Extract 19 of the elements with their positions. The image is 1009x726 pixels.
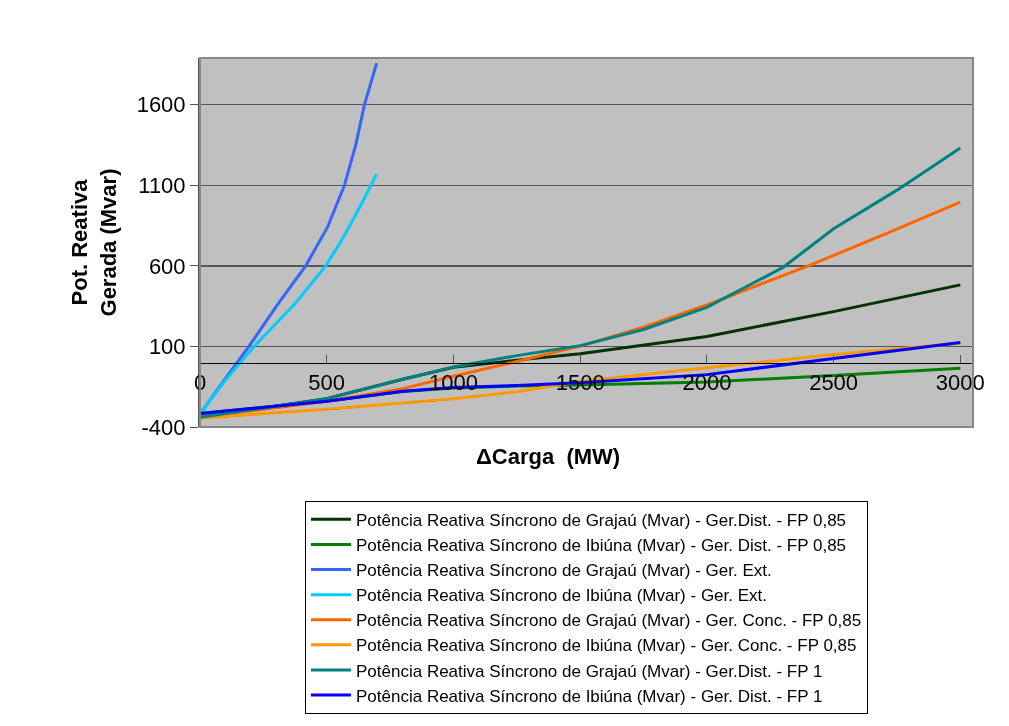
y-tick-label: 100 xyxy=(148,334,186,360)
legend-label: Potência Reativa Síncrono de Ibiúna (Mvar) - Ger. Ext. xyxy=(356,586,768,606)
x-tick-label: 500 xyxy=(308,369,346,395)
y-tick-label: 600 xyxy=(148,253,186,279)
legend-label: Potência Reativa Síncrono de Grajaú (Mvar) - Ger. Conc. - FP 0,85 xyxy=(356,611,862,631)
x-tick-label: 3000 xyxy=(935,369,985,395)
y-tick-label: -400 xyxy=(141,414,186,440)
legend-label: Potência Reativa Síncrono de Grajaú (Mvar) - Ger.Dist. - FP 0,85 xyxy=(356,510,847,530)
legend-label: Potência Reativa Síncrono de Ibiúna (Mvar) - Ger. Dist. - FP 1 xyxy=(356,686,823,706)
legend-label: Potência Reativa Síncrono de Ibiúna (Mvar) - Ger. Dist. - FP 0,85 xyxy=(356,536,847,556)
y-tick-label: 1600 xyxy=(136,92,186,118)
legend-label: Potência Reativa Síncrono de Grajaú (Mvar) - Ger. Ext. xyxy=(356,561,772,581)
y-tick-label: 1100 xyxy=(138,173,186,198)
x-tick-label: 1500 xyxy=(555,369,605,395)
x-tick-label: 2500 xyxy=(809,369,859,395)
y-axis-title: Pot. Reativa Gerada (Mvar) xyxy=(67,168,121,317)
legend-label: Potência Reativa Síncrono de Ibiúna (Mvar) - Ger. Conc. - FP 0,85 xyxy=(356,636,857,656)
legend-label: Potência Reativa Síncrono de Grajaú (Mvar) - Ger.Dist. - FP 1 xyxy=(356,661,823,681)
x-axis-title: ΔCarga (MW) xyxy=(476,444,621,469)
